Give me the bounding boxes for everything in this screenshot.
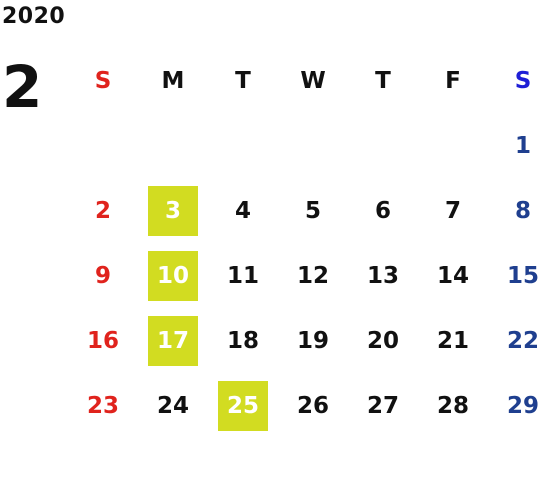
day-cell: 22 <box>488 308 548 373</box>
day-cell: 13 <box>348 243 418 308</box>
day-cell-highlighted: 25 <box>208 373 278 438</box>
day-cell <box>68 113 138 178</box>
day-cell-highlighted: 17 <box>138 308 208 373</box>
day-number: 13 <box>366 262 399 289</box>
day-number: 2 <box>94 197 111 224</box>
day-number: 9 <box>94 262 111 289</box>
day-cell: 28 <box>418 373 488 438</box>
day-cell: 29 <box>488 373 548 438</box>
day-cell: 23 <box>68 373 138 438</box>
month-label: 2 <box>2 53 43 121</box>
day-number: 6 <box>374 197 391 224</box>
day-number: 22 <box>506 327 539 354</box>
day-number: 16 <box>86 327 119 354</box>
day-cell: 11 <box>208 243 278 308</box>
day-number <box>288 121 338 171</box>
day-number: 24 <box>156 392 189 419</box>
day-cell: 6 <box>348 178 418 243</box>
weekday-sunday: S <box>94 67 112 94</box>
day-cell: 27 <box>348 373 418 438</box>
day-number: 18 <box>226 327 259 354</box>
weekday-monday: M <box>161 67 185 94</box>
day-number: 8 <box>514 197 531 224</box>
day-cell: 20 <box>348 308 418 373</box>
day-cell <box>278 113 348 178</box>
weekday-friday: F <box>445 67 461 94</box>
calendar-grid: S M T W T F S 1 2 3 4 5 6 7 8 9 10 11 12… <box>68 48 548 438</box>
day-number: 17 <box>148 315 198 366</box>
day-cell: 16 <box>68 308 138 373</box>
year-label: 2020 <box>2 4 66 29</box>
weekday-saturday: S <box>514 67 532 94</box>
day-number: 1 <box>514 132 531 159</box>
day-number: 26 <box>296 392 329 419</box>
day-cell <box>138 113 208 178</box>
day-number <box>428 121 478 171</box>
day-number: 21 <box>436 327 469 354</box>
day-number <box>218 121 268 171</box>
day-number: 12 <box>296 262 329 289</box>
day-cell-highlighted: 3 <box>138 178 208 243</box>
day-cell-highlighted: 10 <box>138 243 208 308</box>
day-number: 25 <box>218 380 268 431</box>
day-cell: 12 <box>278 243 348 308</box>
day-number: 15 <box>506 262 539 289</box>
day-cell: 19 <box>278 308 348 373</box>
day-cell: 1 <box>488 113 548 178</box>
day-cell: 4 <box>208 178 278 243</box>
day-cell: 9 <box>68 243 138 308</box>
day-number: 5 <box>304 197 321 224</box>
day-cell <box>418 113 488 178</box>
day-number <box>358 121 408 171</box>
day-number: 3 <box>148 185 198 236</box>
day-number: 20 <box>366 327 399 354</box>
day-cell: 26 <box>278 373 348 438</box>
day-cell <box>208 113 278 178</box>
day-number <box>78 121 128 171</box>
day-cell: 21 <box>418 308 488 373</box>
day-cell: 14 <box>418 243 488 308</box>
day-number: 23 <box>86 392 119 419</box>
weekday-wednesday: W <box>300 67 326 94</box>
day-cell <box>348 113 418 178</box>
day-cell: 18 <box>208 308 278 373</box>
day-number: 19 <box>296 327 329 354</box>
day-number: 28 <box>436 392 469 419</box>
day-number: 14 <box>436 262 469 289</box>
day-number: 27 <box>366 392 399 419</box>
weekday-tuesday: T <box>235 67 251 94</box>
day-number: 10 <box>148 250 198 301</box>
day-cell: 7 <box>418 178 488 243</box>
day-cell: 24 <box>138 373 208 438</box>
day-number: 7 <box>444 197 461 224</box>
day-cell: 5 <box>278 178 348 243</box>
day-number: 4 <box>234 197 251 224</box>
day-number: 11 <box>226 262 259 289</box>
day-number <box>148 121 198 171</box>
weekday-thursday: T <box>375 67 391 94</box>
day-number: 29 <box>506 392 539 419</box>
day-cell: 8 <box>488 178 548 243</box>
day-cell: 15 <box>488 243 548 308</box>
day-cell: 2 <box>68 178 138 243</box>
